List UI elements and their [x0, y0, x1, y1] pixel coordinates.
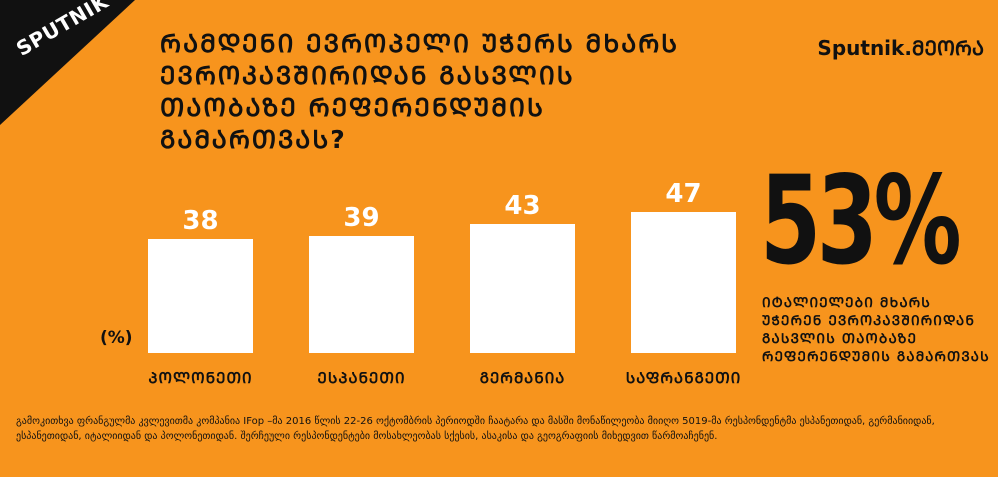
category-label: ᲒᲔᲠᲛᲐᲜᲘᲐ	[480, 369, 566, 387]
bar-value-label: 39	[343, 203, 379, 233]
logo-triangle-icon	[0, 0, 135, 125]
brand-label: Sputnik.ᲛᲔᲝᲠᲐ	[817, 36, 984, 60]
bar-value-label: 47	[665, 179, 701, 209]
bar-value-label: 43	[504, 191, 540, 221]
unit-label: (%)	[100, 328, 133, 348]
sputnik-logo: SPUTNIK	[0, 0, 140, 125]
category-label: ᲔᲡᲞᲐᲜᲔᲗᲘ	[318, 369, 406, 387]
bar-1	[148, 239, 253, 353]
bar-4	[631, 212, 736, 353]
bar-chart: 38 ᲞᲝᲚᲝᲜᲔᲗᲘ 39 ᲔᲡᲞᲐᲜᲔᲗᲘ 43 ᲒᲔᲠᲛᲐᲜᲘᲐ 47 ᲡᲐᲤᲠᲐᲜᲒᲔ…	[148, 179, 742, 387]
bar-2	[309, 236, 414, 353]
bar-value-label: 38	[182, 206, 218, 236]
category-label: ᲡᲐᲤᲠᲐᲜᲒᲔᲗᲘ	[626, 369, 742, 387]
highlight-value: 53%	[760, 150, 962, 292]
category-label: ᲞᲝᲚᲝᲜᲔᲗᲘ	[148, 369, 252, 387]
bar-3	[470, 224, 575, 353]
highlight-label: ᲘᲢᲐᲚᲘᲔᲚᲔᲑᲘ ᲛᲮᲐᲠᲡ ᲣᲭᲔᲠᲔᲜ ᲔᲕᲠᲝᲙᲐᲕᲨᲘᲠᲘᲓᲐᲜ Გ…	[762, 295, 990, 365]
chart-title: ᲠᲐᲛᲓᲔᲜᲘ ᲔᲕᲠᲝᲞᲔᲚᲘ ᲣᲭᲔᲠᲡ ᲛᲮᲐᲠᲡ ᲔᲕᲠᲝᲙᲐᲕᲨᲘᲠᲘ…	[160, 29, 680, 154]
footnote: გამოკითხვა ფრანგულმა კვლევითმა კომპანია …	[16, 416, 935, 442]
